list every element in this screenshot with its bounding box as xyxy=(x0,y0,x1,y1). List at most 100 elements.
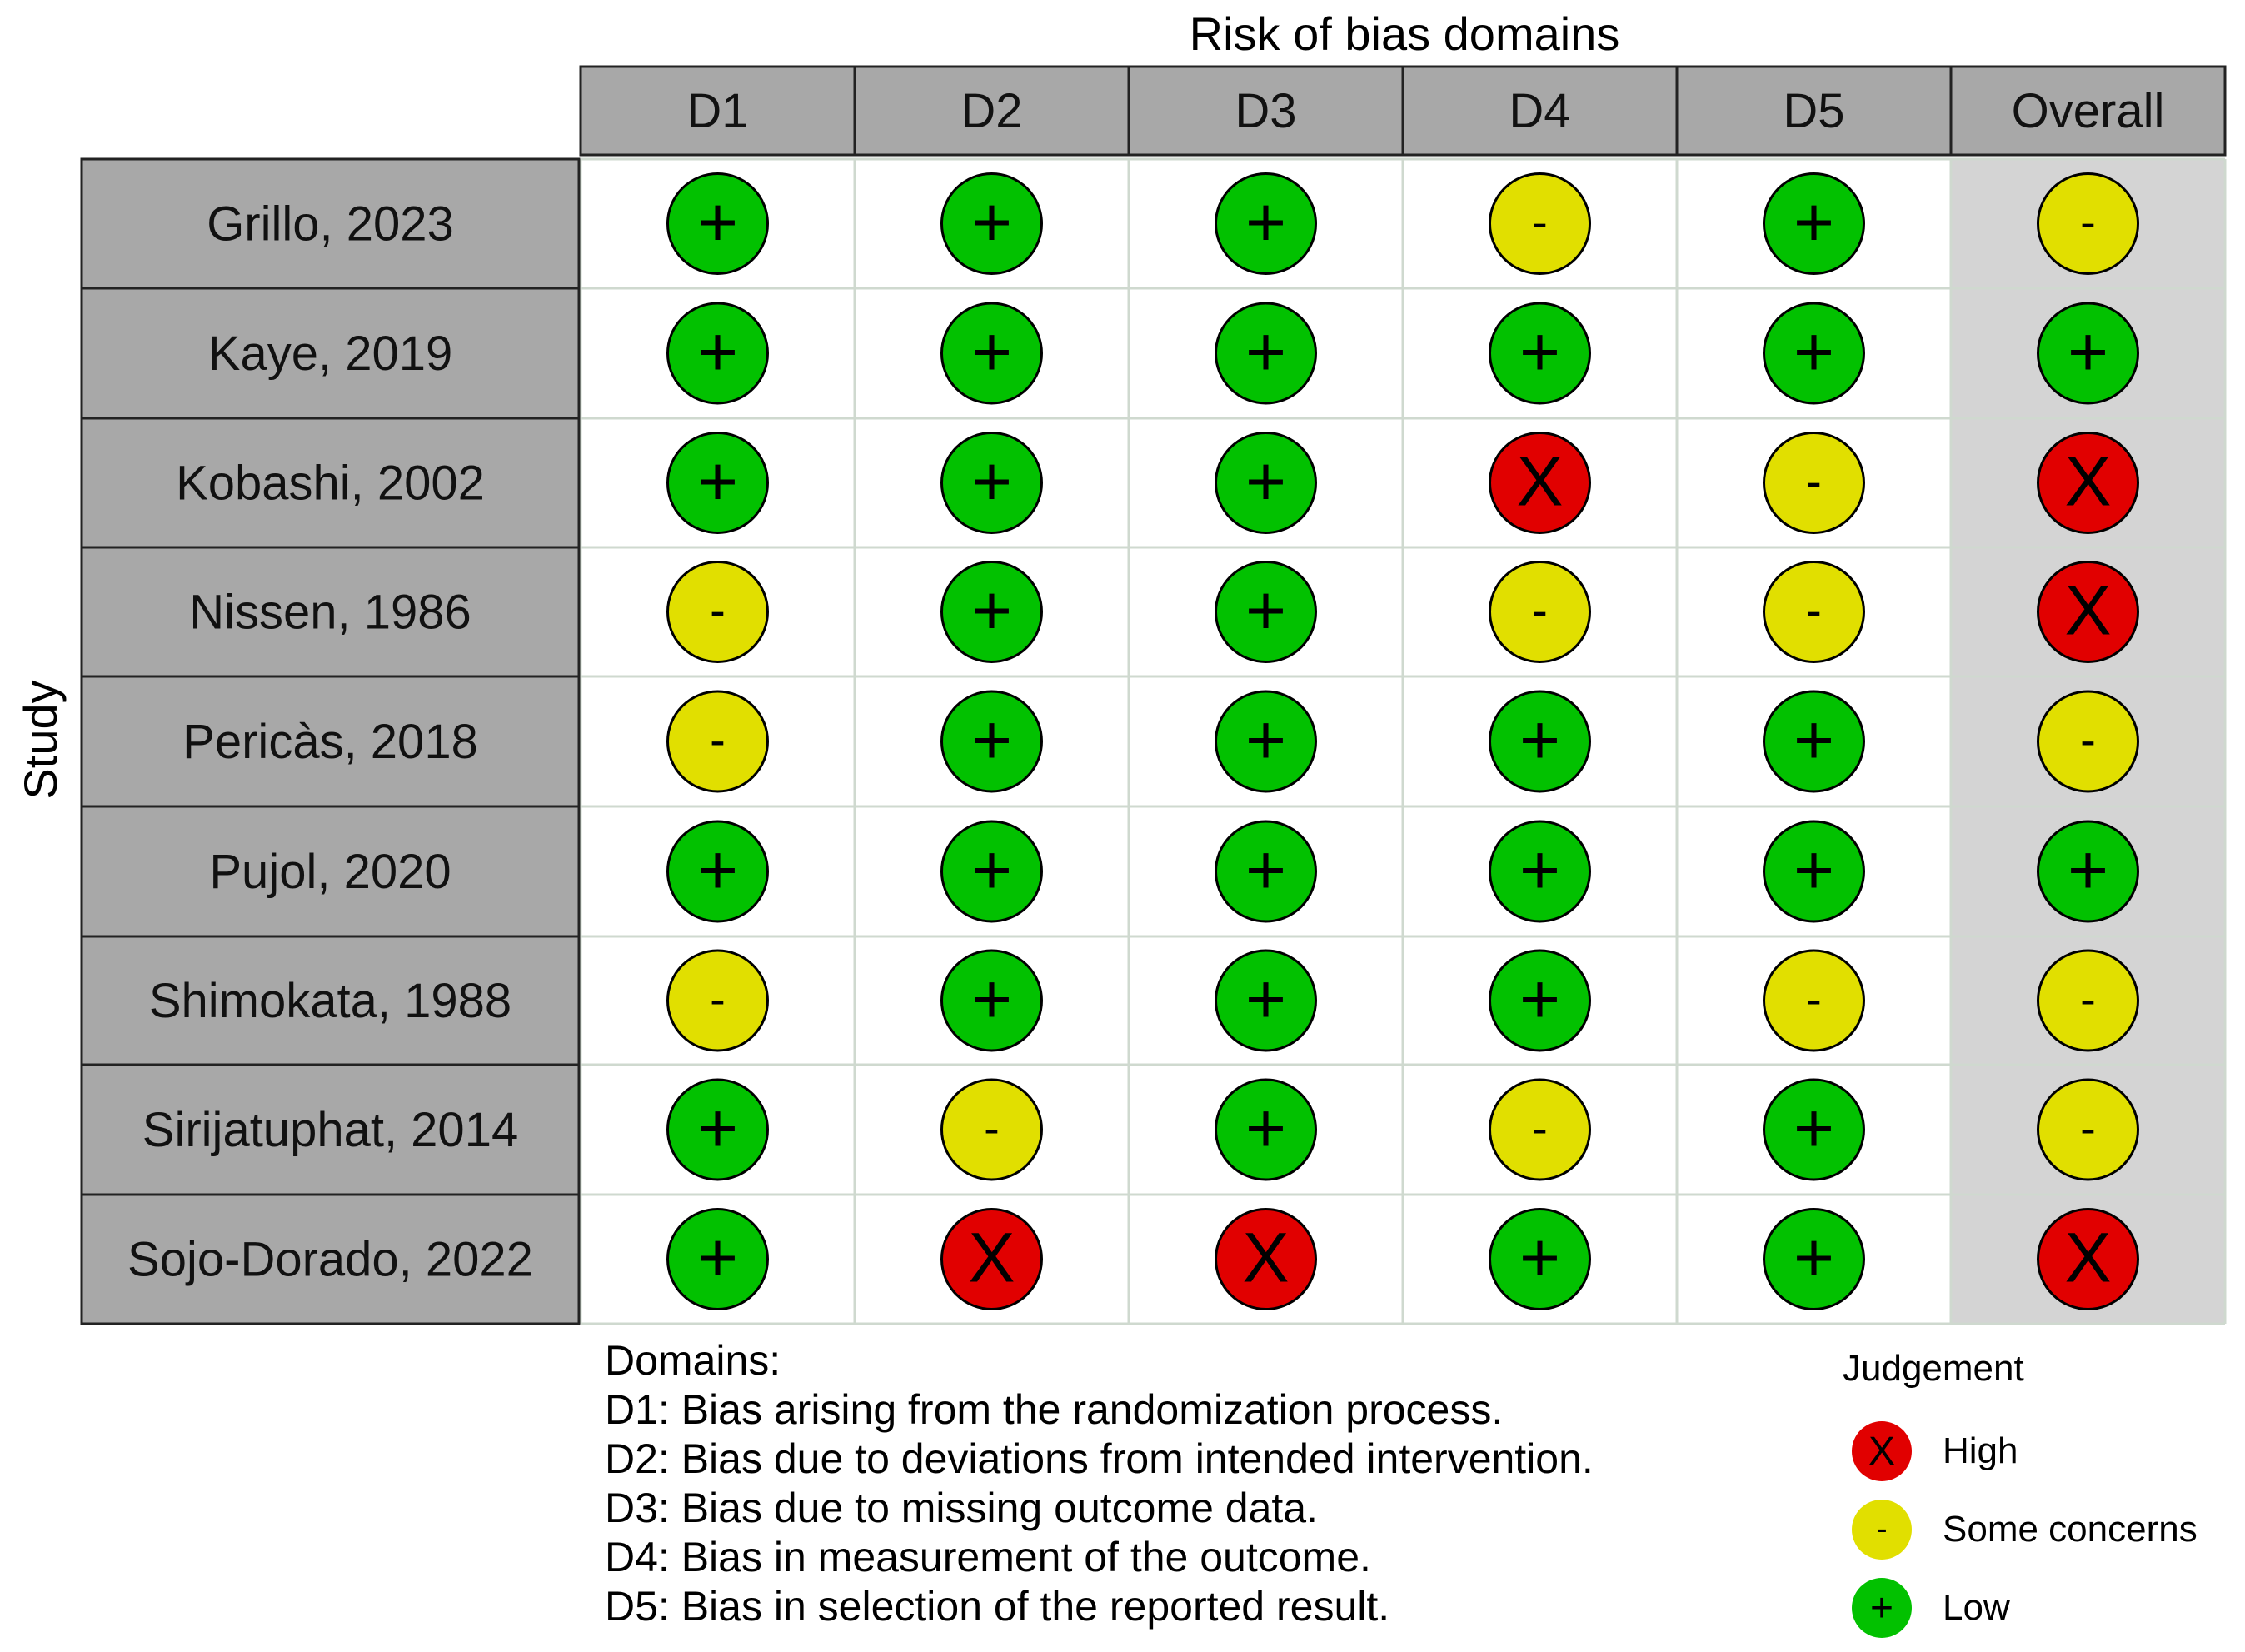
judgement-mark-peric-s-2018-d5: + xyxy=(1763,690,1865,793)
judgement-mark-sirijatuphat-2014-d3: + xyxy=(1215,1078,1317,1181)
judgement-symbol: + xyxy=(1245,312,1286,391)
study-label-cell xyxy=(80,1063,581,1196)
judgement-mark-peric-s-2018-d3: + xyxy=(1215,690,1317,793)
study-label-pujol-2020: Pujol, 2020 xyxy=(209,845,451,899)
judgement-circle xyxy=(1215,302,1317,405)
judgement-circle xyxy=(666,1078,769,1181)
judgement-mark-kobashi-2002-d2: + xyxy=(940,432,1043,534)
column-header-label-d4: D4 xyxy=(1509,84,1570,138)
judgement-mark-kaye-2019-d4: + xyxy=(1489,302,1591,405)
judgement-symbol: - xyxy=(2080,196,2096,248)
judgement-circle xyxy=(666,949,769,1052)
judgement-symbol: - xyxy=(1806,455,1822,507)
judgement-symbol: + xyxy=(1245,183,1286,262)
judgement-mark-nissen-1986-d4: - xyxy=(1489,561,1591,663)
study-label-cell xyxy=(80,546,581,678)
judgement-mark-peric-s-2018-d4: + xyxy=(1489,690,1591,793)
judgement-symbol: + xyxy=(1794,1089,1834,1167)
judgement-circle xyxy=(1489,949,1591,1052)
domains-title: Domains: xyxy=(605,1337,781,1384)
judgement-symbol: + xyxy=(697,1089,738,1167)
judgement-symbol: + xyxy=(1519,312,1560,391)
judgement-mark-kobashi-2002-d5: - xyxy=(1763,432,1865,534)
legend-item-low: + Low xyxy=(1852,1578,2010,1638)
judgement-mark-pujol-2020-d2: + xyxy=(940,820,1043,923)
study-label-shimokata-1988: Shimokata, 1988 xyxy=(149,974,511,1028)
legend-item-high: X High xyxy=(1852,1421,2018,1481)
judgement-symbol: - xyxy=(710,972,726,1025)
column-header-label-d1: D1 xyxy=(686,84,748,138)
study-label-peric-s-2018: Pericàs, 2018 xyxy=(182,715,478,769)
judgement-circle xyxy=(666,302,769,405)
judgement-symbol: X xyxy=(2064,1219,2111,1297)
judgement-symbol: + xyxy=(1794,1219,1834,1297)
study-label-cell xyxy=(80,935,581,1066)
judgement-symbol: + xyxy=(697,442,738,521)
study-label-cell xyxy=(80,157,581,290)
judgement-symbol: + xyxy=(1245,1089,1286,1167)
judgement-circle xyxy=(1489,690,1591,793)
legend-label-high: High xyxy=(1943,1430,2018,1471)
column-header-d3 xyxy=(1127,65,1404,157)
judgement-circle xyxy=(1763,172,1865,275)
judgement-symbol: - xyxy=(1806,584,1822,636)
judgement-mark-kaye-2019-d2: + xyxy=(940,302,1043,405)
chart-title: Risk of bias domains xyxy=(1190,7,1620,60)
study-label-sirijatuphat-2014: Sirijatuphat, 2014 xyxy=(142,1103,518,1157)
domains-description: Domains: D1: Bias arising from the rando… xyxy=(605,1337,1594,1630)
judgement-circle xyxy=(666,172,769,275)
judgement-symbol: + xyxy=(1519,1219,1560,1297)
judgement-mark-shimokata-1988-overall: - xyxy=(2037,949,2139,1052)
judgement-symbol: + xyxy=(697,831,738,909)
judgement-circle xyxy=(1763,1208,1865,1310)
judgement-symbol: + xyxy=(971,442,1012,521)
judgement-circle xyxy=(1215,1078,1317,1181)
legend-symbol: X xyxy=(1868,1430,1895,1474)
legend: Judgement X High - Some concerns + Low xyxy=(1843,1348,2198,1638)
judgement-circle xyxy=(940,302,1043,405)
judgement-circle xyxy=(2037,1208,2139,1310)
study-label-cell xyxy=(80,805,581,938)
study-label-cell xyxy=(80,287,581,420)
study-label-sojo-dorado-2022: Sojo-Dorado, 2022 xyxy=(127,1233,533,1287)
judgement-circle xyxy=(2037,690,2139,793)
judgement-mark-shimokata-1988-d2: + xyxy=(940,949,1043,1052)
judgement-mark-nissen-1986-d2: + xyxy=(940,561,1043,663)
judgement-symbol: + xyxy=(1245,442,1286,521)
judgement-mark-peric-s-2018-d1: - xyxy=(666,690,769,793)
judgement-mark-sojo-dorado-2022-d3: X xyxy=(1215,1208,1317,1310)
judgement-mark-grillo-2023-d5: + xyxy=(1763,172,1865,275)
judgement-symbol: + xyxy=(1245,701,1286,779)
judgement-symbol: - xyxy=(2080,713,2096,766)
judgement-mark-kobashi-2002-d4: X xyxy=(1489,432,1591,534)
judgement-circle xyxy=(1763,1078,1865,1181)
judgement-circle xyxy=(2037,820,2139,923)
judgement-circle xyxy=(1763,949,1865,1052)
legend-label-some-concerns: Some concerns xyxy=(1943,1509,2198,1550)
legend-label-low: Low xyxy=(1943,1587,2010,1628)
judgement-symbol: X xyxy=(968,1219,1015,1297)
judgement-mark-kaye-2019-d1: + xyxy=(666,302,769,405)
judgement-symbol: + xyxy=(1519,831,1560,909)
judgement-mark-shimokata-1988-d3: + xyxy=(1215,949,1317,1052)
judgement-symbol: + xyxy=(971,183,1012,262)
judgement-circle xyxy=(1215,172,1317,275)
judgement-symbol: X xyxy=(1516,442,1563,521)
judgement-circle xyxy=(1489,1078,1591,1181)
judgement-mark-sojo-dorado-2022-d2: X xyxy=(940,1208,1043,1310)
judgement-symbol: - xyxy=(710,584,726,636)
judgement-symbol: + xyxy=(1245,571,1286,650)
judgement-mark-nissen-1986-d1: - xyxy=(666,561,769,663)
judgement-mark-kaye-2019-overall: + xyxy=(2037,302,2139,405)
judgement-mark-grillo-2023-d1: + xyxy=(666,172,769,275)
judgement-mark-sirijatuphat-2014-d1: + xyxy=(666,1078,769,1181)
judgement-symbol: + xyxy=(697,183,738,262)
judgement-symbol: + xyxy=(1245,960,1286,1038)
judgement-circle xyxy=(2037,172,2139,275)
judgement-symbol: + xyxy=(1519,701,1560,779)
judgement-mark-pujol-2020-overall: + xyxy=(2037,820,2139,923)
judgement-symbol: X xyxy=(1242,1219,1289,1297)
judgement-mark-shimokata-1988-d4: + xyxy=(1489,949,1591,1052)
judgement-symbol: + xyxy=(1794,701,1834,779)
judgement-mark-pujol-2020-d1: + xyxy=(666,820,769,923)
